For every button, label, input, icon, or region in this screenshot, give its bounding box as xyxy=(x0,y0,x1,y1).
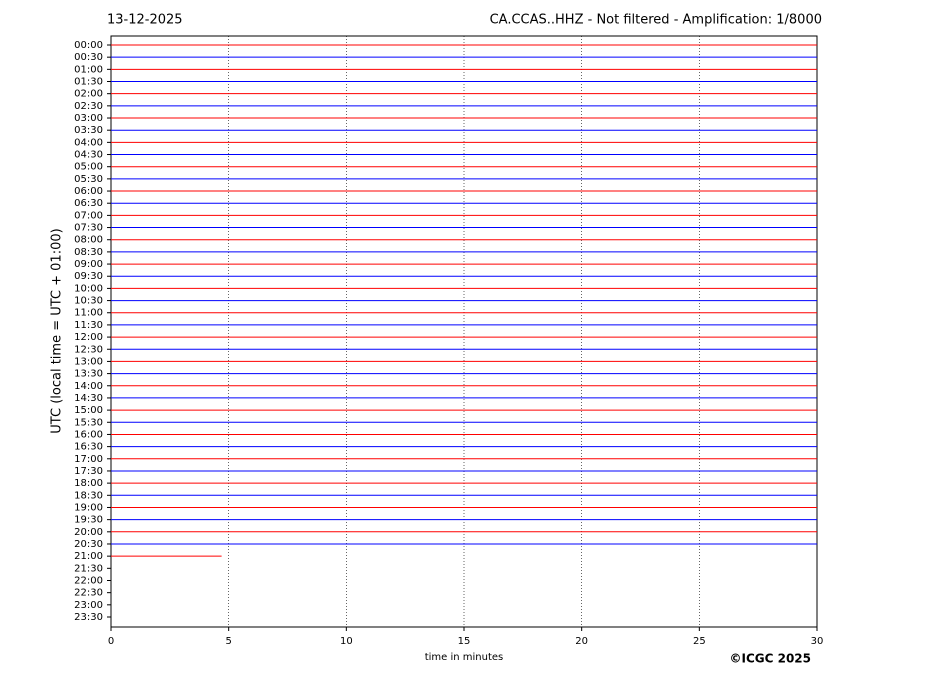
y-tick-label: 00:00 xyxy=(74,40,103,51)
y-tick-label: 14:30 xyxy=(74,393,103,404)
x-tick-label: 10 xyxy=(340,636,353,647)
y-tick-label: 22:30 xyxy=(74,588,103,599)
x-tick-label: 25 xyxy=(693,636,706,647)
y-tick-label: 04:00 xyxy=(74,137,103,148)
y-tick-label: 06:00 xyxy=(74,186,103,197)
y-tick-label: 07:00 xyxy=(74,210,103,221)
y-tick-label: 05:00 xyxy=(74,162,103,173)
y-tick-label: 15:30 xyxy=(74,417,103,428)
y-tick-label: 17:00 xyxy=(74,454,103,465)
y-tick-label: 20:00 xyxy=(74,527,103,538)
date-title: 13-12-2025 xyxy=(107,13,183,28)
y-tick-label: 20:30 xyxy=(74,539,103,550)
y-tick-label: 15:00 xyxy=(74,405,103,416)
y-tick-label: 10:30 xyxy=(74,296,103,307)
x-axis-label: time in minutes xyxy=(425,652,504,663)
y-tick-label: 09:00 xyxy=(74,259,103,270)
y-tick-label: 19:30 xyxy=(74,515,103,526)
y-tick-label: 00:30 xyxy=(74,52,103,63)
y-tick-label: 03:00 xyxy=(74,113,103,124)
y-tick-label: 02:30 xyxy=(74,101,103,112)
y-tick-label: 12:30 xyxy=(74,344,103,355)
y-tick-label: 22:00 xyxy=(74,575,103,586)
y-axis-label: UTC (local time = UTC + 01:00) xyxy=(50,228,65,433)
y-tick-label: 16:30 xyxy=(74,442,103,453)
y-tick-label: 02:00 xyxy=(74,89,103,100)
y-tick-label: 23:00 xyxy=(74,600,103,611)
x-tick-label: 30 xyxy=(811,636,824,647)
plot-frame xyxy=(110,35,818,628)
y-tick-label: 11:00 xyxy=(74,308,103,319)
y-tick-label: 18:00 xyxy=(74,478,103,489)
y-tick-label: 04:30 xyxy=(74,150,103,161)
y-tick-label: 21:30 xyxy=(74,563,103,574)
y-tick-label: 03:30 xyxy=(74,125,103,136)
y-tick-label: 12:00 xyxy=(74,332,103,343)
y-tick-label: 05:30 xyxy=(74,174,103,185)
y-tick-label: 06:30 xyxy=(74,198,103,209)
y-tick-label: 13:30 xyxy=(74,369,103,380)
y-tick-label: 08:00 xyxy=(74,235,103,246)
y-tick-label: 19:00 xyxy=(74,502,103,513)
x-tick-label: 5 xyxy=(225,636,231,647)
y-tick-label: 07:30 xyxy=(74,223,103,234)
y-tick-label: 01:00 xyxy=(74,64,103,75)
y-tick-label: 09:30 xyxy=(74,271,103,282)
x-tick-label: 15 xyxy=(458,636,471,647)
y-tick-label: 21:00 xyxy=(74,551,103,562)
y-tick-label: 13:00 xyxy=(74,356,103,367)
chart-title: CA.CCAS..HHZ - Not filtered - Amplificat… xyxy=(490,13,822,28)
x-tick-label: 20 xyxy=(575,636,588,647)
y-tick-label: 23:30 xyxy=(74,612,103,623)
y-tick-label: 16:00 xyxy=(74,429,103,440)
y-tick-label: 11:30 xyxy=(74,320,103,331)
y-tick-label: 17:30 xyxy=(74,466,103,477)
y-tick-label: 18:30 xyxy=(74,490,103,501)
y-tick-label: 08:30 xyxy=(74,247,103,258)
x-tick-label: 0 xyxy=(108,636,114,647)
credit: ©ICGC 2025 xyxy=(729,652,811,666)
y-tick-label: 01:30 xyxy=(74,77,103,88)
y-tick-label: 14:00 xyxy=(74,381,103,392)
y-tick-label: 10:00 xyxy=(74,283,103,294)
